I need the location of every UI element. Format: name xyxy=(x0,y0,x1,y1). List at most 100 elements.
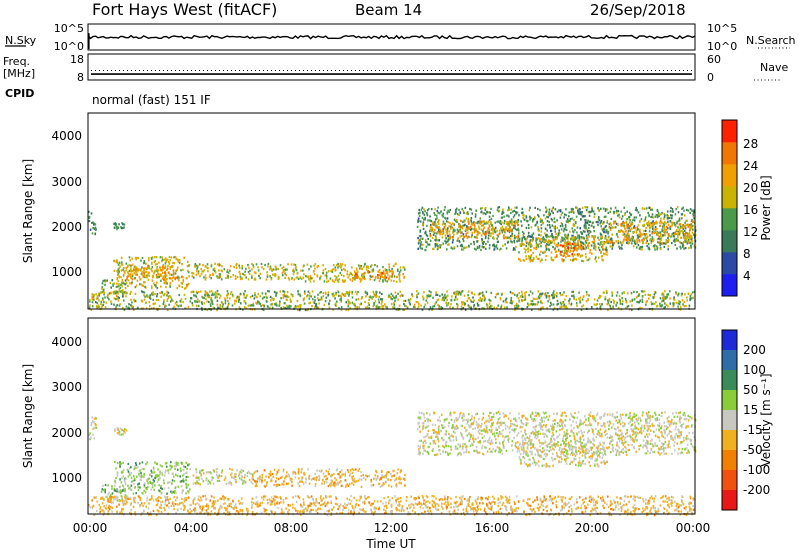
power-cell xyxy=(308,302,310,305)
power-cell xyxy=(623,233,626,236)
velocity-cell xyxy=(298,484,301,487)
power-cell xyxy=(143,259,146,263)
velocity-cell xyxy=(261,476,263,479)
power-cell xyxy=(340,300,343,303)
power-cell xyxy=(188,275,190,278)
velocity-cell xyxy=(218,475,221,478)
power-cell xyxy=(511,228,514,231)
velocity-cell xyxy=(370,480,373,483)
power-cell xyxy=(575,215,578,218)
power-cell xyxy=(576,308,579,312)
velocity-cell xyxy=(297,469,300,472)
power-cell xyxy=(131,305,133,308)
power-cell xyxy=(551,233,553,236)
power-cell xyxy=(266,305,269,308)
power-cell xyxy=(122,223,124,226)
power-cell xyxy=(420,237,422,240)
power-cell xyxy=(563,237,566,241)
power-cell xyxy=(249,296,252,299)
power-cell xyxy=(561,250,563,253)
power-cell xyxy=(428,243,431,246)
power-cell xyxy=(212,306,215,309)
power-cell xyxy=(310,265,312,268)
power-cell xyxy=(186,277,188,280)
power-cell xyxy=(546,229,548,232)
power-cell xyxy=(532,251,534,255)
power-cell xyxy=(426,212,428,215)
power-cell xyxy=(385,271,388,274)
power-cell xyxy=(584,240,587,243)
power-cell xyxy=(281,267,283,270)
power-cell xyxy=(209,290,211,293)
power-cell xyxy=(484,297,486,300)
power-cell xyxy=(458,225,460,228)
power-cell xyxy=(615,209,618,212)
power-cell xyxy=(548,211,550,214)
power-cell xyxy=(296,276,299,279)
power-cell xyxy=(243,293,245,296)
power-cell xyxy=(177,305,180,308)
power-cell xyxy=(201,302,203,306)
power-cell xyxy=(642,241,644,244)
power-cell xyxy=(491,224,493,227)
power-cell xyxy=(239,302,242,305)
power-cell xyxy=(131,257,133,260)
power-cell xyxy=(164,277,166,280)
velocity-cell xyxy=(340,469,343,472)
power-cell xyxy=(470,220,473,223)
velocity-cell xyxy=(241,479,244,483)
power-cell xyxy=(166,267,169,270)
power-cell xyxy=(316,297,319,300)
power-cell xyxy=(349,271,352,274)
power-cell xyxy=(118,275,121,278)
power-cell xyxy=(543,238,545,241)
power-cell xyxy=(579,296,582,299)
power-cell xyxy=(324,274,327,277)
velocity-cell xyxy=(339,470,341,474)
power-cell xyxy=(332,268,335,271)
power-cell xyxy=(639,299,641,302)
power-cell xyxy=(363,277,366,281)
power-cell xyxy=(489,232,491,235)
velocity-cell xyxy=(158,484,161,487)
power-cell xyxy=(183,293,186,296)
power-cell xyxy=(639,306,641,310)
velocity-cell xyxy=(240,475,243,478)
power-cell xyxy=(264,292,267,295)
power-cell xyxy=(152,293,155,296)
power-cell xyxy=(175,300,178,303)
power-cell xyxy=(456,228,459,231)
power-cell xyxy=(503,222,506,225)
power-cell xyxy=(151,287,153,290)
power-cell xyxy=(649,294,651,297)
velocity-cell xyxy=(154,476,156,480)
power-cell xyxy=(685,304,687,308)
power-cell xyxy=(618,216,621,219)
power-cell xyxy=(647,243,650,246)
power-cell xyxy=(573,211,575,214)
power-cell xyxy=(347,305,349,308)
power-cell xyxy=(306,263,309,266)
power-cell xyxy=(652,238,655,241)
power-cell xyxy=(349,290,351,293)
power-cell xyxy=(635,231,638,234)
power-cell xyxy=(465,227,468,230)
power-cell xyxy=(288,304,291,307)
velocity-cell xyxy=(352,483,355,486)
velocity-cell xyxy=(202,480,205,483)
velocity-cell xyxy=(342,473,345,476)
power-cell xyxy=(624,213,626,216)
power-cell xyxy=(248,266,250,269)
power-cell xyxy=(451,222,454,225)
power-cell xyxy=(155,256,158,259)
power-cell xyxy=(505,247,508,250)
power-cell xyxy=(643,223,646,226)
power-cell xyxy=(684,247,687,250)
power-cell xyxy=(451,226,454,229)
power-cell xyxy=(275,265,277,269)
velocity-cell xyxy=(376,474,379,477)
power-cell xyxy=(570,302,573,305)
velocity-cell xyxy=(93,426,96,429)
power-cell xyxy=(135,256,137,259)
power-cell xyxy=(124,271,126,274)
